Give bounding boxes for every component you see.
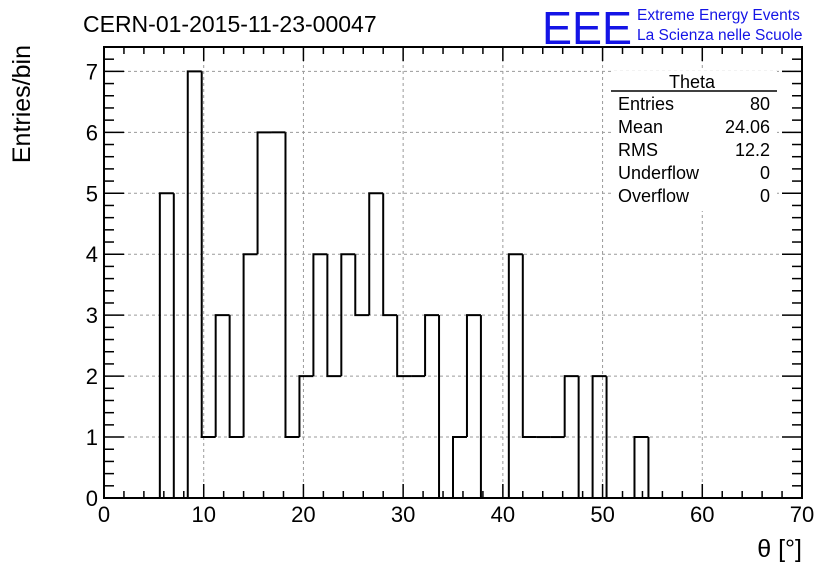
histogram-bin: [563, 375, 579, 438]
x-tick-label: 70: [790, 502, 814, 527]
histogram-bin: [298, 375, 314, 438]
chart-title: CERN-01-2015-11-23-00047: [83, 11, 377, 37]
x-tick-label: 60: [690, 502, 714, 527]
y-tick-label: 0: [86, 486, 98, 511]
histogram-bin: [200, 71, 216, 439]
stats-value: 80: [750, 94, 770, 114]
histogram-bin: [242, 253, 258, 438]
stats-value: 12.2: [735, 140, 770, 160]
histogram-bin: [507, 253, 523, 498]
histogram-bin: [354, 254, 370, 317]
stats-label: RMS: [618, 140, 658, 160]
histogram-bin: [633, 436, 649, 498]
stats-value: 0: [760, 163, 770, 183]
histogram-bin: [284, 132, 300, 439]
brand-logo: EEE Extreme Energy Events La Scienza nel…: [542, 2, 802, 54]
histogram-bin: [186, 70, 202, 498]
histogram-bin: [340, 253, 356, 377]
x-tick-label: 10: [191, 502, 215, 527]
y-tick-label: 5: [86, 181, 98, 206]
histogram-bin: [396, 315, 412, 378]
stats-label: Entries: [618, 94, 674, 114]
stats-value: 0: [760, 186, 770, 206]
histogram-bin: [326, 254, 342, 378]
histogram-bin: [452, 436, 467, 498]
x-tick-label: 40: [491, 502, 515, 527]
y-axis-label: Entries/bin: [8, 45, 36, 163]
brand-line-2: La Scienza nelle Scuole: [637, 27, 802, 44]
stats-label: Overflow: [618, 186, 690, 206]
y-tick-label: 2: [86, 364, 98, 389]
brand-logo-text: EEE: [542, 2, 632, 54]
histogram-bin: [228, 315, 244, 439]
histogram-bin: [465, 314, 481, 438]
stats-label: Mean: [618, 117, 663, 137]
histogram-bin: [424, 314, 440, 377]
histogram-bin: [214, 314, 230, 438]
axis-ticks: [103, 46, 803, 499]
histogram-bin: [382, 193, 398, 317]
x-axis-label: θ [°]: [757, 535, 802, 563]
x-tick-label: 20: [291, 502, 315, 527]
y-tick-label: 6: [86, 120, 98, 145]
histogram-bin: [521, 254, 537, 439]
y-tick-label: 1: [86, 425, 98, 450]
histogram-bin: [256, 131, 272, 255]
x-tick-label: 0: [98, 502, 110, 527]
stats-rows: Entries 80 Mean 24.06 RMS 12.2 Underflow 0 Overf…: [618, 94, 770, 206]
plot-frame: [103, 46, 803, 499]
y-tick-label: 3: [86, 303, 98, 328]
y-tick-label: 7: [86, 59, 98, 84]
histogram-bin: [368, 192, 384, 316]
x-tick-labels: 0 10 20 30 40 50 60 70: [98, 502, 814, 527]
histogram-bin: [158, 192, 174, 498]
histogram-bin: [591, 375, 607, 498]
brand-line-1: Extreme Energy Events: [637, 7, 800, 24]
histogram-bin: [312, 253, 328, 377]
y-tick-label: 4: [86, 242, 98, 267]
stats-box: Theta Entries 80 Mean 24.06 RMS 12.2 Underflow…: [611, 71, 777, 211]
y-tick-labels: 0 1 2 3 4 5 6 7: [86, 59, 98, 511]
stats-label: Underflow: [618, 163, 700, 183]
x-tick-label: 50: [590, 502, 614, 527]
stats-value: 24.06: [725, 117, 770, 137]
plot-frame-rect: [103, 46, 803, 499]
stats-title: Theta: [669, 72, 716, 92]
x-tick-label: 30: [391, 502, 415, 527]
